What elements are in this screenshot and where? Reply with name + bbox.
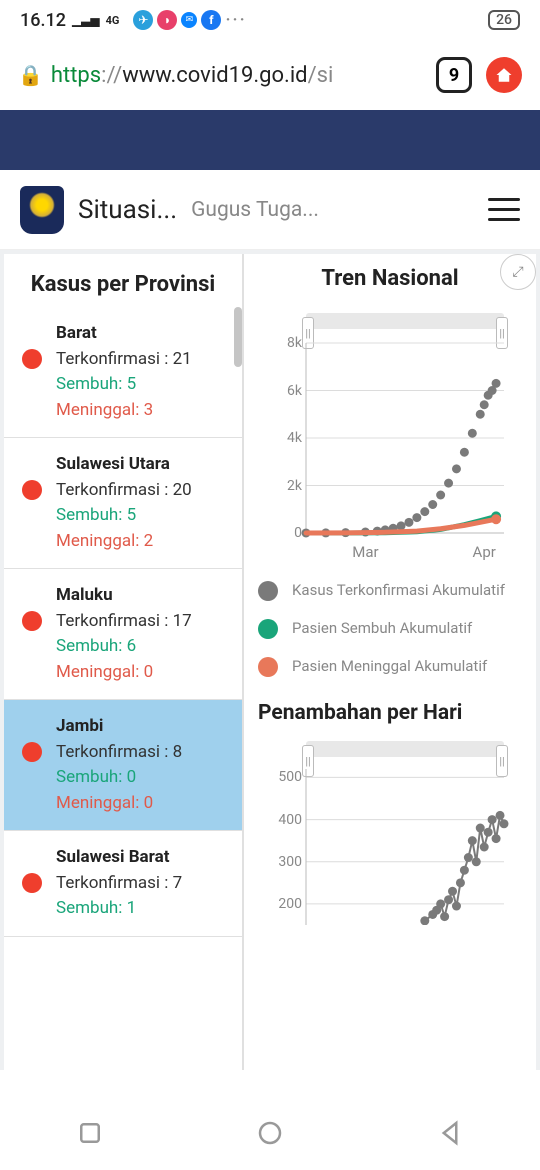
death-text: Meninggal: 0 — [56, 660, 192, 686]
legend-item: Kasus Terkonfirmasi Akumulatif — [258, 581, 522, 601]
province-name: Maluku — [56, 583, 192, 609]
confirmed-text: Terkonfirmasi : 17 — [56, 609, 192, 635]
charts-panel: Tren Nasional || || 02k4k6k8kMarApr Kasu… — [244, 254, 536, 1070]
chart1-title: Tren Nasional — [258, 266, 522, 291]
chart2-title: Penambahan per Hari — [258, 701, 522, 725]
province-item[interactable]: Barat Terkonfirmasi : 21 Sembuh: 5 Menin… — [4, 307, 242, 438]
home-nav-button[interactable] — [255, 1118, 285, 1152]
legend-label: Kasus Terkonfirmasi Akumulatif — [292, 581, 505, 601]
content-area: ⤢ Kasus per Provinsi Barat Terkonfirmasi… — [0, 250, 540, 1070]
confirmed-text: Terkonfirmasi : 21 — [56, 347, 192, 373]
more-icon: ··· — [225, 10, 246, 31]
province-panel: Kasus per Provinsi Barat Terkonfirmasi :… — [4, 254, 244, 1070]
legend-dot — [258, 657, 278, 677]
province-item[interactable]: Jambi Terkonfirmasi : 8 Sembuh: 0 Mening… — [4, 700, 242, 831]
page-subtitle: Gugus Tuga... — [191, 198, 474, 222]
recents-button[interactable] — [75, 1118, 105, 1152]
status-bar: 16.12 ▁▃▅ 4G ✈ ◗ ✉ f ··· 26 — [0, 0, 540, 40]
death-text: Meninggal: 0 — [56, 791, 182, 817]
app-icon: ◗ — [157, 10, 177, 30]
expand-button[interactable]: ⤢ — [500, 254, 536, 290]
legend-dot — [258, 619, 278, 639]
menu-button[interactable] — [488, 198, 520, 221]
tabs-button[interactable]: 9 — [436, 57, 472, 93]
confirmed-text: Terkonfirmasi : 8 — [56, 740, 182, 766]
death-text: Meninggal: 2 — [56, 529, 192, 555]
recovered-text: Sembuh: 6 — [56, 634, 192, 660]
back-button[interactable] — [435, 1118, 465, 1152]
site-banner — [0, 110, 540, 170]
province-list[interactable]: Barat Terkonfirmasi : 21 Sembuh: 5 Menin… — [4, 307, 242, 1007]
chart1-legend: Kasus Terkonfirmasi Akumulatif Pasien Sem… — [258, 575, 522, 701]
confirmed-text: Terkonfirmasi : 7 — [56, 871, 182, 897]
status-dot — [22, 742, 42, 762]
page-title: Situasi... — [78, 195, 177, 225]
province-item[interactable]: Sulawesi Barat Terkonfirmasi : 7 Sembuh:… — [4, 831, 242, 937]
site-logo[interactable] — [20, 186, 64, 234]
site-header: Situasi... Gugus Tuga... — [0, 170, 540, 250]
system-nav — [0, 1100, 540, 1170]
legend-item: Pasien Meninggal Akumulatif — [258, 657, 522, 677]
legend-label: Pasien Meninggal Akumulatif — [292, 657, 487, 677]
chart2: || || 200300400500 — [258, 735, 522, 925]
province-name: Barat — [56, 321, 192, 347]
lock-icon: 🔒 — [18, 63, 43, 87]
recovered-text: Sembuh: 5 — [56, 503, 192, 529]
status-dot — [22, 611, 42, 631]
province-item[interactable]: Sulawesi Utara Terkonfirmasi : 20 Sembuh… — [4, 438, 242, 569]
home-button[interactable] — [486, 57, 522, 93]
recovered-text: Sembuh: 0 — [56, 765, 182, 791]
province-name: Sulawesi Barat — [56, 845, 182, 871]
browser-toolbar: 🔒 https://www.covid19.go.id/si 9 — [0, 40, 540, 110]
province-item[interactable]: Maluku Terkonfirmasi : 17 Sembuh: 6 Meni… — [4, 569, 242, 700]
status-dot — [22, 480, 42, 500]
death-text: Meninggal: 3 — [56, 398, 192, 424]
telegram-icon: ✈ — [133, 10, 153, 30]
province-name: Jambi — [56, 714, 182, 740]
network-label: 4G — [106, 14, 120, 27]
status-dot — [22, 349, 42, 369]
confirmed-text: Terkonfirmasi : 20 — [56, 478, 192, 504]
status-dot — [22, 873, 42, 893]
province-name: Sulawesi Utara — [56, 452, 192, 478]
legend-dot — [258, 581, 278, 601]
legend-label: Pasien Sembuh Akumulatif — [292, 619, 472, 639]
status-time: 16.12 — [20, 10, 66, 31]
battery-indicator: 26 — [488, 10, 520, 30]
recovered-text: Sembuh: 1 — [56, 896, 182, 922]
messenger-icon: ✉ — [181, 12, 197, 28]
signal-icon: ▁▃▅ — [72, 13, 100, 27]
legend-item: Pasien Sembuh Akumulatif — [258, 619, 522, 639]
province-panel-title: Kasus per Provinsi — [4, 254, 242, 307]
facebook-icon: f — [201, 10, 221, 30]
url-field[interactable]: 🔒 https://www.covid19.go.id/si — [18, 63, 422, 88]
chart1: || || 02k4k6k8kMarApr — [258, 301, 522, 561]
scrollbar-thumb[interactable] — [234, 307, 242, 367]
recovered-text: Sembuh: 5 — [56, 372, 192, 398]
